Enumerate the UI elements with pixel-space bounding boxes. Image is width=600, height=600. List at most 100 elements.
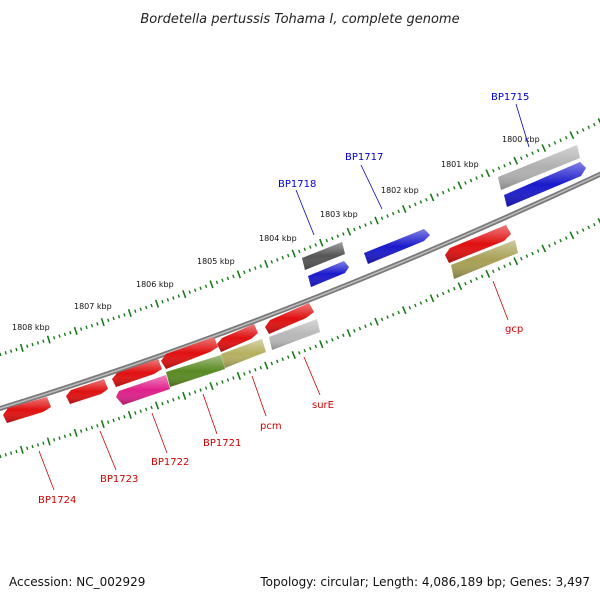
scale-tick	[485, 169, 491, 178]
accession-text: Accession: NC_002929	[9, 575, 145, 589]
scale-tick	[386, 214, 389, 218]
topology-text: Topology: circular; Length: 4,086,189 bp…	[259, 575, 590, 589]
label-pcm[interactable]: pcm	[260, 421, 282, 432]
scale-tick	[380, 317, 384, 322]
scale-tick	[414, 303, 417, 308]
scale-tick	[358, 326, 362, 331]
scale-tick	[475, 176, 478, 180]
scale-tick	[564, 136, 568, 140]
scale-tick	[232, 376, 235, 380]
scale-tick	[447, 289, 451, 293]
scale-tick	[508, 262, 512, 266]
label-bp1722[interactable]: BP1722	[151, 457, 189, 468]
scale-tick	[31, 444, 34, 449]
scale-tick	[597, 118, 600, 124]
scale-tick	[369, 221, 373, 225]
scale-tick	[188, 392, 191, 396]
scale-tick	[36, 341, 40, 345]
scale-tick	[139, 307, 142, 312]
scale-tick	[144, 305, 148, 310]
scale-tick	[480, 274, 484, 279]
scale-tick	[236, 371, 242, 380]
label-surE[interactable]: surE	[312, 400, 334, 411]
scale-tick	[177, 294, 180, 298]
scale-tick	[364, 324, 367, 329]
scale-tick	[287, 253, 290, 258]
scale-tick	[419, 301, 423, 305]
scale-tick	[576, 130, 579, 135]
scale-tick	[215, 280, 219, 285]
scale-tick	[182, 290, 187, 299]
scale-tick	[408, 306, 412, 310]
scale-tick	[46, 437, 51, 446]
scale-tick	[264, 361, 269, 370]
scale-tick	[436, 193, 439, 197]
scale-tick	[161, 300, 164, 304]
scale-tick	[525, 153, 529, 158]
leader-bp1715	[515, 103, 530, 148]
label-bp1717[interactable]: BP1717	[345, 152, 383, 163]
scale-tick	[281, 255, 284, 260]
scale-tick	[172, 296, 175, 300]
scale-tick	[46, 335, 51, 344]
scale-tick	[276, 258, 279, 262]
scale-tick	[154, 299, 160, 308]
scale-tick	[0, 352, 2, 357]
scale-tick	[85, 427, 88, 432]
scale-tick	[492, 168, 495, 173]
scale-tick	[325, 238, 329, 243]
scale-tick	[123, 415, 126, 419]
scale-tick	[353, 329, 356, 333]
scale-tick	[259, 365, 263, 370]
scale-tick	[166, 399, 170, 404]
scale-tick	[453, 186, 456, 190]
scale-tick	[309, 245, 312, 249]
scale-tick	[107, 318, 110, 323]
scale-tick	[364, 223, 367, 227]
scale-tick	[19, 445, 24, 454]
label-gcp[interactable]: gcp	[505, 324, 523, 335]
scale-tick	[270, 361, 273, 366]
scale-tick	[58, 436, 61, 440]
scale-tick	[117, 416, 121, 421]
scale-tick	[508, 161, 512, 165]
scale-tick	[408, 204, 412, 209]
scale-tick	[42, 441, 45, 445]
scale-tick	[144, 407, 148, 412]
label-bp1724[interactable]: BP1724	[38, 495, 76, 506]
scale-tick	[553, 241, 557, 245]
scale-tick	[58, 334, 61, 338]
scale-tick	[457, 282, 463, 291]
scale-tick	[69, 432, 72, 437]
scale-tick	[469, 178, 473, 183]
scale-tick	[193, 390, 197, 394]
scale-tick	[96, 424, 99, 428]
label-bp1721[interactable]: BP1721	[203, 438, 241, 449]
scale-tick	[331, 236, 334, 241]
scale-tick	[96, 322, 99, 326]
scale-tick	[264, 259, 269, 269]
scale-tick	[497, 267, 501, 271]
scale-tick	[342, 232, 345, 236]
kbp-label-1802: 1802 kbp	[381, 186, 419, 195]
scale-tick	[569, 231, 575, 240]
scale-tick	[15, 449, 18, 454]
scale-tick	[182, 391, 187, 400]
label-bp1718[interactable]: BP1718	[278, 179, 316, 190]
label-bp1715[interactable]: BP1715	[491, 92, 529, 103]
leader-pcm	[251, 375, 267, 417]
scale-tick	[309, 346, 312, 351]
scale-tick	[464, 281, 467, 286]
scale-tick	[548, 143, 551, 148]
scale-tick	[127, 410, 132, 419]
label-bp1723[interactable]: BP1723	[100, 474, 138, 485]
scale-tick	[457, 181, 463, 190]
leader-bp1718	[295, 189, 315, 236]
scale-tick	[331, 337, 334, 342]
scale-tick	[497, 166, 501, 170]
scale-tick	[53, 336, 56, 340]
scale-tick	[453, 286, 456, 291]
scale-tick	[298, 351, 301, 355]
scale-tick	[221, 380, 224, 384]
gene-bp1717[interactable]	[364, 229, 430, 264]
